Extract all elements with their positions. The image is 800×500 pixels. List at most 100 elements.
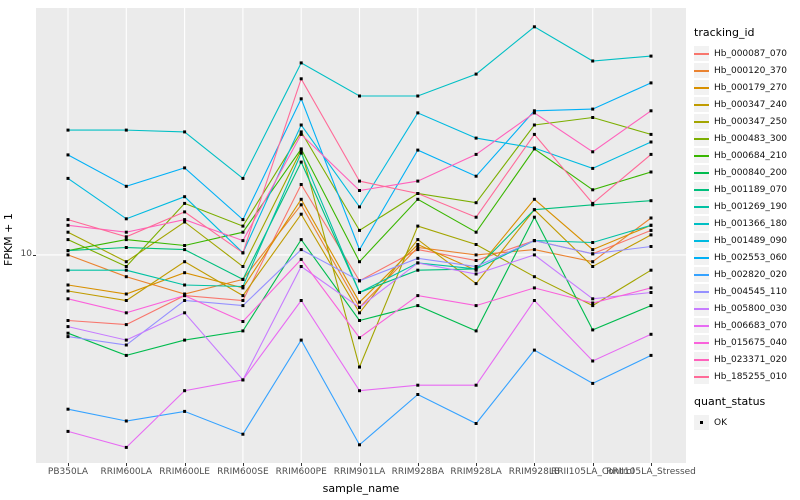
- data-point[interactable]: [183, 166, 187, 170]
- data-point[interactable]: [299, 248, 303, 252]
- data-point[interactable]: [66, 319, 70, 322]
- data-point[interactable]: [241, 299, 245, 302]
- data-point[interactable]: [124, 343, 128, 347]
- data-point[interactable]: [66, 289, 70, 293]
- data-point[interactable]: [532, 253, 536, 257]
- data-point[interactable]: [474, 383, 478, 387]
- data-point[interactable]: [241, 277, 245, 281]
- legend-item-Hb_023371_020[interactable]: Hb_023371_020: [694, 351, 798, 368]
- data-point[interactable]: [299, 257, 303, 261]
- legend-item-Hb_001366_180[interactable]: Hb_001366_180: [694, 215, 798, 232]
- data-point[interactable]: [474, 215, 478, 219]
- data-point[interactable]: [299, 147, 303, 151]
- data-point[interactable]: [183, 299, 187, 302]
- data-point[interactable]: [649, 81, 653, 85]
- data-point[interactable]: [591, 260, 595, 264]
- data-point[interactable]: [124, 419, 128, 423]
- data-point[interactable]: [474, 304, 478, 308]
- data-point[interactable]: [241, 230, 245, 234]
- data-point[interactable]: [124, 230, 128, 234]
- data-point[interactable]: [591, 301, 595, 305]
- legend-item-Hb_015675_040[interactable]: Hb_015675_040: [694, 334, 798, 351]
- legend-item-Hb_005800_030[interactable]: Hb_005800_030: [694, 300, 798, 317]
- data-point[interactable]: [416, 246, 420, 249]
- data-point[interactable]: [66, 331, 70, 335]
- data-point[interactable]: [241, 378, 245, 382]
- data-point[interactable]: [66, 128, 70, 132]
- data-point[interactable]: [358, 260, 361, 264]
- data-point[interactable]: [66, 223, 70, 227]
- data-point[interactable]: [66, 238, 70, 242]
- data-point[interactable]: [124, 238, 128, 242]
- data-point[interactable]: [591, 304, 595, 308]
- data-point[interactable]: [474, 329, 478, 333]
- data-point[interactable]: [299, 132, 303, 136]
- data-point[interactable]: [124, 265, 128, 268]
- data-point[interactable]: [124, 311, 128, 315]
- data-point[interactable]: [416, 148, 420, 152]
- data-point[interactable]: [649, 54, 653, 58]
- legend-item-Hb_000179_270[interactable]: Hb_000179_270: [694, 79, 798, 96]
- data-point[interactable]: [358, 389, 361, 393]
- data-point[interactable]: [532, 286, 536, 290]
- data-point[interactable]: [649, 199, 653, 203]
- data-point[interactable]: [358, 228, 361, 232]
- data-point[interactable]: [474, 267, 478, 271]
- legend-item-Hb_004545_110[interactable]: Hb_004545_110: [694, 283, 798, 300]
- data-point[interactable]: [474, 282, 478, 286]
- data-point[interactable]: [124, 445, 128, 449]
- data-point[interactable]: [416, 243, 420, 246]
- legend-item-Hb_006683_070[interactable]: Hb_006683_070: [694, 317, 798, 334]
- data-point[interactable]: [532, 109, 536, 113]
- data-point[interactable]: [474, 422, 478, 425]
- data-point[interactable]: [591, 252, 595, 256]
- legend-item-Hb_001269_190[interactable]: Hb_001269_190: [694, 198, 798, 215]
- data-point[interactable]: [66, 218, 70, 222]
- data-point[interactable]: [591, 328, 595, 332]
- data-point[interactable]: [649, 353, 653, 357]
- data-point[interactable]: [591, 297, 595, 301]
- data-point[interactable]: [416, 248, 420, 252]
- data-point[interactable]: [183, 201, 187, 205]
- data-point[interactable]: [183, 292, 187, 296]
- data-point[interactable]: [649, 304, 653, 308]
- data-point[interactable]: [241, 432, 245, 436]
- data-point[interactable]: [474, 243, 478, 246]
- data-point[interactable]: [649, 216, 653, 220]
- data-point[interactable]: [532, 275, 536, 279]
- data-point[interactable]: [649, 170, 653, 174]
- data-point[interactable]: [66, 297, 70, 301]
- data-point[interactable]: [591, 166, 595, 170]
- data-point[interactable]: [241, 285, 245, 288]
- data-point[interactable]: [649, 268, 653, 272]
- data-point[interactable]: [358, 300, 361, 304]
- data-point[interactable]: [241, 265, 245, 268]
- data-point[interactable]: [591, 59, 595, 63]
- data-point[interactable]: [358, 365, 361, 369]
- data-point[interactable]: [416, 393, 420, 396]
- data-point[interactable]: [299, 151, 303, 155]
- data-point[interactable]: [183, 260, 187, 264]
- data-point[interactable]: [532, 111, 536, 115]
- data-point[interactable]: [416, 268, 420, 272]
- data-point[interactable]: [299, 197, 303, 201]
- data-point[interactable]: [241, 251, 245, 255]
- data-point[interactable]: [241, 224, 245, 228]
- data-point[interactable]: [241, 218, 245, 222]
- data-point[interactable]: [532, 123, 536, 127]
- data-point[interactable]: [649, 132, 653, 136]
- data-point[interactable]: [649, 152, 653, 156]
- data-point[interactable]: [532, 132, 536, 136]
- data-point[interactable]: [124, 292, 128, 296]
- data-point[interactable]: [124, 323, 128, 327]
- data-point[interactable]: [474, 174, 478, 178]
- data-point[interactable]: [124, 246, 128, 249]
- data-point[interactable]: [358, 443, 361, 447]
- data-point[interactable]: [299, 299, 303, 302]
- data-point[interactable]: [358, 319, 361, 322]
- legend-item-Hb_000483_300[interactable]: Hb_000483_300: [694, 130, 798, 147]
- data-point[interactable]: [124, 338, 128, 342]
- data-point[interactable]: [66, 176, 70, 180]
- data-point[interactable]: [474, 265, 478, 268]
- data-point[interactable]: [183, 220, 187, 224]
